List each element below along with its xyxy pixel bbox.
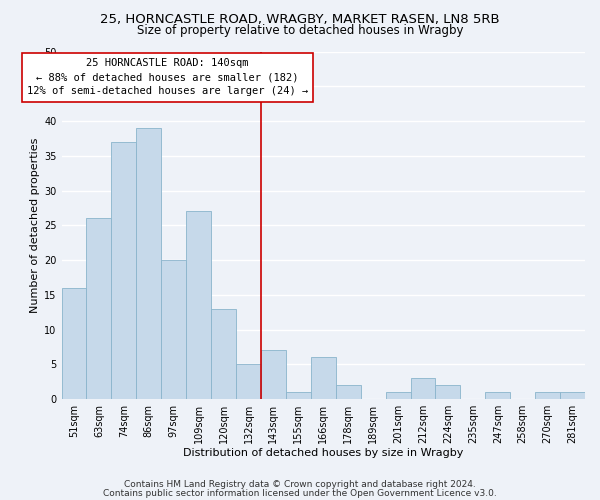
Y-axis label: Number of detached properties: Number of detached properties [30,138,40,313]
Bar [112,142,136,399]
Bar [311,358,336,399]
Bar [485,392,510,399]
Text: Size of property relative to detached houses in Wragby: Size of property relative to detached ho… [137,24,463,37]
Bar [336,385,361,399]
Bar [161,260,186,399]
Bar [286,392,311,399]
Bar [261,350,286,399]
Bar [560,392,585,399]
Bar [186,212,211,399]
Bar [86,218,112,399]
X-axis label: Distribution of detached houses by size in Wragby: Distribution of detached houses by size … [183,448,463,458]
Bar [211,308,236,399]
Bar [236,364,261,399]
Bar [62,288,86,399]
Text: Contains HM Land Registry data © Crown copyright and database right 2024.: Contains HM Land Registry data © Crown c… [124,480,476,489]
Text: 25, HORNCASTLE ROAD, WRAGBY, MARKET RASEN, LN8 5RB: 25, HORNCASTLE ROAD, WRAGBY, MARKET RASE… [100,12,500,26]
Bar [136,128,161,399]
Bar [436,385,460,399]
Text: Contains public sector information licensed under the Open Government Licence v3: Contains public sector information licen… [103,488,497,498]
Text: 25 HORNCASTLE ROAD: 140sqm
← 88% of detached houses are smaller (182)
12% of sem: 25 HORNCASTLE ROAD: 140sqm ← 88% of deta… [27,58,308,96]
Bar [410,378,436,399]
Bar [535,392,560,399]
Bar [386,392,410,399]
